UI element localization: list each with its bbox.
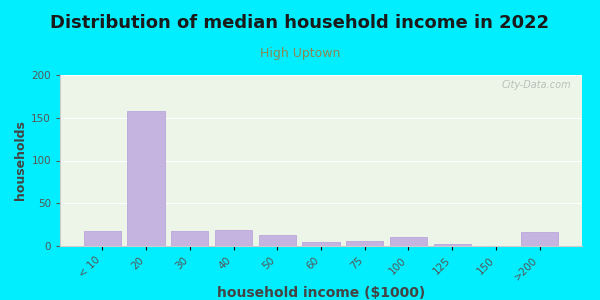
X-axis label: household income ($1000): household income ($1000) xyxy=(217,286,425,300)
Bar xyxy=(259,235,296,246)
Bar xyxy=(302,242,340,246)
Bar xyxy=(390,237,427,246)
Text: High Uptown: High Uptown xyxy=(260,46,340,59)
Bar xyxy=(84,231,121,246)
Bar xyxy=(521,232,558,246)
Text: City-Data.com: City-Data.com xyxy=(502,80,572,90)
Bar xyxy=(127,111,164,246)
Bar xyxy=(215,230,252,246)
Bar xyxy=(346,241,383,246)
Y-axis label: households: households xyxy=(14,121,27,200)
Bar xyxy=(434,244,471,246)
Text: Distribution of median household income in 2022: Distribution of median household income … xyxy=(50,14,550,32)
Bar xyxy=(171,232,208,246)
